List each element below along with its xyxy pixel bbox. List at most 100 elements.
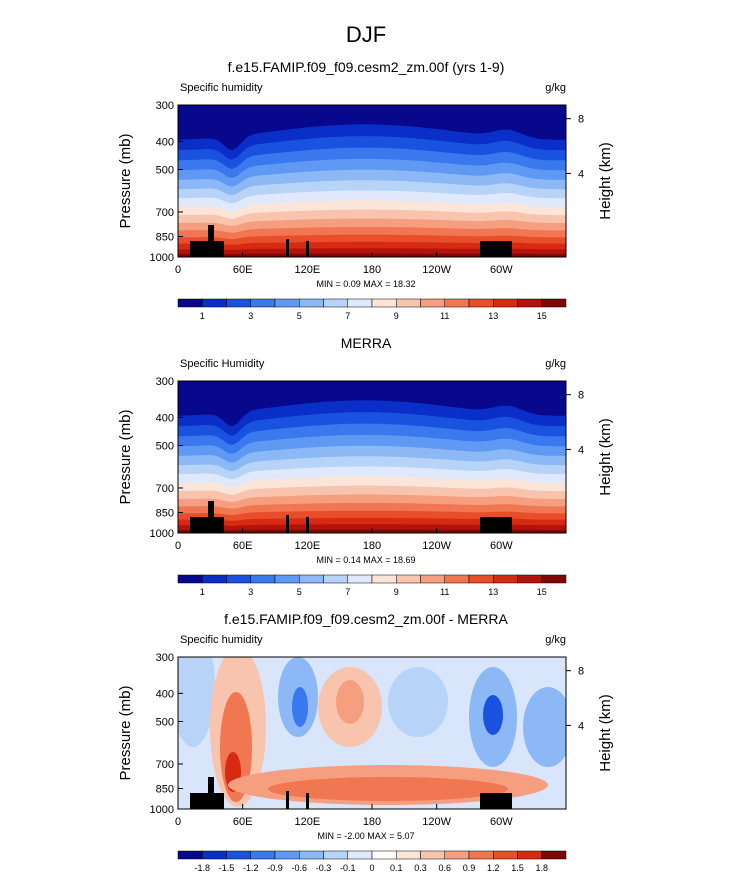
colorbar-swatch bbox=[468, 298, 494, 308]
panel-title: f.e15.FAMIP.f09_f09.cesm2_zm.00f (yrs 1-… bbox=[228, 59, 505, 75]
y-tick-label: 300 bbox=[156, 376, 174, 388]
panel-title: MERRA bbox=[341, 335, 392, 351]
colorbar-swatch bbox=[299, 850, 324, 860]
x-tick-label: 180 bbox=[363, 264, 381, 276]
topography-mask bbox=[190, 241, 224, 257]
colorbar-swatch bbox=[274, 574, 300, 584]
panel-1: f.e15.FAMIP.f09_f09.cesm2_zm.00f (yrs 1-… bbox=[117, 59, 614, 321]
colorbar-label: 15 bbox=[537, 311, 547, 321]
topography-mask bbox=[208, 225, 214, 257]
y2-axis-label: Height (km) bbox=[597, 142, 614, 220]
contour-blob bbox=[178, 657, 215, 747]
colorbar-label: 3 bbox=[248, 587, 253, 597]
colorbar-swatch bbox=[371, 574, 397, 584]
contour-field bbox=[178, 381, 566, 533]
colorbar-swatch bbox=[396, 574, 421, 584]
x-tick-label: 180 bbox=[363, 540, 381, 552]
y-tick-label: 850 bbox=[156, 507, 174, 519]
colorbar-swatch bbox=[541, 850, 567, 860]
y-tick-label: 700 bbox=[156, 759, 174, 771]
colorbar-label: 7 bbox=[345, 587, 350, 597]
min-max-label: MIN = 0.09 MAX = 18.32 bbox=[316, 279, 415, 289]
y-tick-label: 1000 bbox=[150, 252, 174, 264]
x-tick-label: 0 bbox=[175, 264, 181, 276]
topography-mask bbox=[306, 517, 309, 533]
topography-mask bbox=[286, 239, 289, 257]
panel-3: f.e15.FAMIP.f09_f09.cesm2_zm.00f - MERRA… bbox=[117, 611, 614, 873]
colorbar-swatch bbox=[371, 850, 397, 860]
colorbar-swatch bbox=[299, 574, 324, 584]
y-tick-label: 300 bbox=[156, 100, 174, 112]
colorbar-label: 7 bbox=[345, 311, 350, 321]
colorbar-swatch bbox=[493, 850, 518, 860]
topography-mask bbox=[286, 515, 289, 533]
x-tick-label: 60W bbox=[490, 540, 513, 552]
y2-tick-label: 4 bbox=[578, 444, 584, 456]
y2-axis-label: Height (km) bbox=[597, 418, 614, 496]
y-tick-label: 400 bbox=[156, 412, 174, 424]
colorbar-label: 1 bbox=[200, 587, 205, 597]
topography-mask bbox=[208, 777, 214, 809]
colorbar-swatch bbox=[347, 850, 373, 860]
x-tick-label: 120W bbox=[422, 816, 451, 828]
colorbar-label: 11 bbox=[440, 587, 449, 597]
colorbar-swatch bbox=[371, 298, 397, 308]
y-tick-label: 500 bbox=[156, 164, 174, 176]
topography-mask bbox=[480, 241, 512, 257]
x-tick-label: 60W bbox=[490, 816, 513, 828]
contour-blob bbox=[523, 687, 566, 767]
contour-blob bbox=[388, 667, 448, 737]
y-axis-label: Pressure (mb) bbox=[117, 685, 134, 780]
colorbar-swatch bbox=[347, 298, 373, 308]
x-tick-label: 120W bbox=[422, 540, 451, 552]
contour-blob bbox=[292, 687, 308, 727]
y2-tick-label: 8 bbox=[578, 666, 584, 678]
colorbar-label: 9 bbox=[394, 587, 399, 597]
x-tick-label: 0 bbox=[175, 816, 181, 828]
colorbar-swatch bbox=[323, 850, 348, 860]
colorbar-label: 5 bbox=[297, 311, 302, 321]
topography-mask bbox=[480, 793, 512, 809]
y-tick-label: 400 bbox=[156, 688, 174, 700]
colorbar-label: 13 bbox=[488, 311, 498, 321]
colorbar-swatch bbox=[444, 574, 470, 584]
colorbar-label: 0.3 bbox=[414, 863, 427, 872]
y2-tick-label: 8 bbox=[578, 114, 584, 126]
contour-blob bbox=[268, 777, 508, 801]
x-tick-label: 180 bbox=[363, 816, 381, 828]
colorbar-swatch bbox=[299, 298, 324, 308]
colorbar-swatch bbox=[274, 850, 300, 860]
colorbar-swatch bbox=[202, 574, 227, 584]
colorbar-label: 1.8 bbox=[535, 863, 548, 872]
y-tick-label: 500 bbox=[156, 440, 174, 452]
topography-mask bbox=[286, 791, 289, 809]
colorbar-label: -1.5 bbox=[219, 863, 235, 872]
colorbar-swatch bbox=[323, 298, 348, 308]
x-tick-label: 60W bbox=[490, 264, 513, 276]
colorbar-swatch bbox=[177, 850, 203, 860]
colorbar-swatch bbox=[250, 298, 276, 308]
colorbar-label: 15 bbox=[537, 587, 547, 597]
topography-mask bbox=[190, 517, 224, 533]
units-label: g/kg bbox=[545, 82, 566, 94]
variable-label: Specific humidity bbox=[180, 82, 263, 94]
colorbar-swatch bbox=[177, 298, 203, 308]
y-tick-label: 700 bbox=[156, 483, 174, 495]
y-tick-label: 700 bbox=[156, 207, 174, 219]
colorbar-swatch bbox=[202, 298, 227, 308]
y-tick-label: 850 bbox=[156, 783, 174, 795]
colorbar-label: 13 bbox=[488, 587, 498, 597]
colorbar-swatch bbox=[541, 574, 567, 584]
colorbar-label: -0.6 bbox=[291, 863, 307, 872]
colorbar-label: -0.1 bbox=[340, 863, 356, 872]
colorbar-label: 0.9 bbox=[463, 863, 476, 872]
topography-mask bbox=[208, 501, 214, 533]
topography-mask bbox=[190, 793, 224, 809]
colorbar-swatch bbox=[177, 574, 203, 584]
colorbar-swatch bbox=[420, 298, 445, 308]
colorbar-swatch bbox=[517, 574, 542, 584]
colorbar-label: 1.2 bbox=[487, 863, 500, 872]
colorbar-label: 0 bbox=[369, 863, 374, 872]
colorbar-swatch bbox=[323, 574, 348, 584]
